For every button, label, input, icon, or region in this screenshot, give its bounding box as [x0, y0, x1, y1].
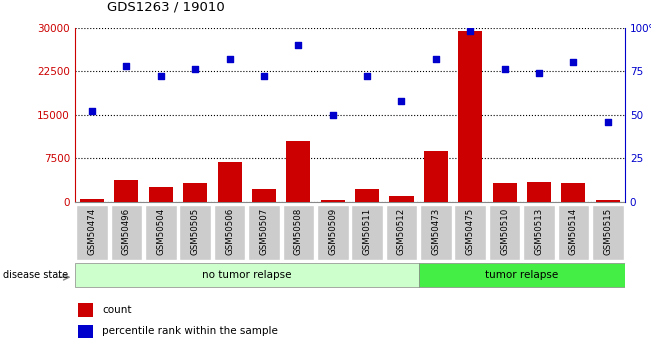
Bar	[217, 162, 242, 202]
Bar	[283, 205, 314, 260]
Bar	[420, 205, 452, 260]
Bar	[76, 205, 108, 260]
Text: percentile rank within the sample: percentile rank within the sample	[102, 326, 278, 336]
Bar	[78, 304, 93, 317]
Bar	[214, 205, 245, 260]
Bar	[493, 183, 517, 202]
Text: GSM50514: GSM50514	[569, 208, 578, 255]
Text: GSM50510: GSM50510	[500, 208, 509, 255]
Bar	[523, 205, 555, 260]
Bar	[252, 189, 276, 202]
Bar	[321, 199, 345, 202]
Text: GSM50475: GSM50475	[465, 208, 475, 255]
Bar	[385, 205, 417, 260]
Bar	[419, 264, 625, 287]
Point	[499, 67, 510, 72]
Point	[87, 108, 97, 114]
Bar	[75, 264, 419, 287]
Bar	[389, 196, 413, 202]
Text: GSM50512: GSM50512	[397, 208, 406, 255]
Bar	[115, 180, 139, 202]
Bar	[183, 183, 207, 202]
Bar	[180, 205, 211, 260]
Text: GSM50511: GSM50511	[363, 208, 372, 255]
Point	[327, 112, 338, 118]
Bar	[557, 205, 589, 260]
Bar	[355, 189, 379, 202]
Text: GSM50513: GSM50513	[534, 208, 544, 255]
Bar	[592, 205, 624, 260]
Text: GSM50507: GSM50507	[260, 208, 268, 255]
Bar	[424, 151, 448, 202]
Bar	[458, 30, 482, 202]
Bar	[286, 141, 311, 202]
Bar	[149, 187, 173, 202]
Bar	[489, 205, 520, 260]
Text: GSM50473: GSM50473	[432, 208, 440, 255]
Bar	[248, 205, 280, 260]
Point	[225, 56, 235, 62]
Bar	[80, 199, 104, 202]
Bar	[454, 205, 486, 260]
Point	[396, 98, 407, 104]
Point	[156, 73, 166, 79]
Bar	[352, 205, 383, 260]
Text: no tumor relapse: no tumor relapse	[202, 270, 292, 279]
Point	[293, 42, 303, 48]
Bar	[527, 182, 551, 202]
Point	[568, 60, 579, 65]
Point	[258, 73, 269, 79]
Text: GSM50515: GSM50515	[603, 208, 613, 255]
Text: GSM50509: GSM50509	[328, 208, 337, 255]
Bar	[111, 205, 143, 260]
Text: disease state: disease state	[3, 270, 68, 280]
Text: GDS1263 / 19010: GDS1263 / 19010	[107, 1, 225, 14]
Point	[121, 63, 132, 69]
Text: GSM50506: GSM50506	[225, 208, 234, 255]
Bar	[561, 183, 585, 202]
Text: count: count	[102, 305, 132, 315]
Bar	[78, 325, 93, 338]
Point	[431, 56, 441, 62]
Point	[603, 119, 613, 125]
Text: tumor relapse: tumor relapse	[485, 270, 559, 279]
Bar	[317, 205, 348, 260]
Point	[465, 28, 475, 34]
Text: GSM50505: GSM50505	[191, 208, 200, 255]
Point	[190, 67, 201, 72]
Bar	[596, 200, 620, 202]
Bar	[145, 205, 176, 260]
Point	[534, 70, 544, 76]
Text: GSM50508: GSM50508	[294, 208, 303, 255]
Point	[362, 73, 372, 79]
Text: GSM50474: GSM50474	[87, 208, 96, 255]
Text: GSM50496: GSM50496	[122, 208, 131, 255]
Text: GSM50504: GSM50504	[156, 208, 165, 255]
